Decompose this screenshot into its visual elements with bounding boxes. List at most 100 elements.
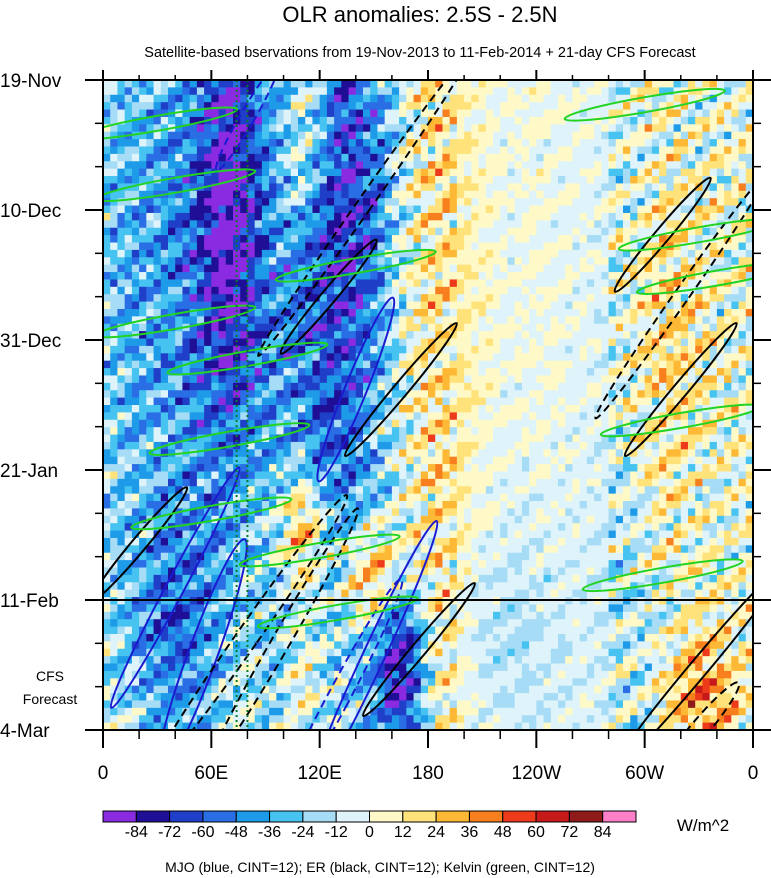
heat-cell (493, 168, 501, 177)
heat-cell (738, 146, 747, 155)
heat-cell (442, 301, 451, 310)
heat-cell (594, 316, 602, 325)
heat-cell (413, 323, 422, 332)
heat-cell (608, 235, 617, 244)
heat-cell (247, 242, 256, 251)
heat-cell (579, 190, 588, 199)
heat-cell (348, 449, 357, 458)
heat-cell (456, 478, 465, 487)
heat-cell (233, 338, 241, 347)
heat-cell (276, 427, 285, 436)
heat-cell (168, 227, 176, 236)
heat-cell (298, 390, 306, 399)
heat-cell (283, 153, 292, 162)
heat-cell (124, 375, 133, 384)
heat-cell (478, 116, 487, 125)
heat-cell (168, 249, 176, 258)
heat-cell (218, 190, 227, 199)
heat-cell (326, 368, 335, 377)
heat-cell (493, 441, 501, 450)
heat-cell (637, 345, 646, 354)
heat-cell (716, 478, 725, 487)
heat-cell (131, 139, 140, 148)
heat-cell (218, 235, 227, 244)
heat-cell (175, 427, 184, 436)
heat-cell (225, 264, 234, 273)
heat-cell (630, 168, 639, 177)
heat-cell (254, 102, 263, 111)
heat-cell (247, 190, 256, 199)
heat-cell (673, 316, 682, 325)
heat-cell (738, 427, 747, 436)
heat-cell (738, 316, 747, 325)
heat-cell (456, 168, 465, 177)
heat-cell (189, 131, 198, 140)
heat-cell (384, 109, 393, 118)
heat-cell (651, 131, 660, 140)
heat-cell (579, 427, 588, 436)
heat-cell (334, 139, 342, 148)
heat-cell (420, 109, 429, 118)
heat-cell (716, 183, 725, 192)
heat-cell (182, 368, 191, 377)
heat-cell (153, 124, 162, 133)
heat-cell (688, 153, 696, 162)
heat-cell (370, 441, 379, 450)
heat-cell (709, 449, 718, 458)
heat-cell (110, 464, 119, 473)
heat-cell (420, 338, 429, 347)
heat-cell (442, 434, 451, 443)
heat-cell (131, 360, 140, 369)
heat-cell (290, 449, 299, 458)
heat-cell (615, 390, 624, 399)
heat-cell (572, 375, 581, 384)
heat-cell (399, 94, 407, 103)
heat-cell (139, 301, 147, 310)
heat-cell (435, 397, 444, 406)
heat-cell (182, 205, 191, 214)
heat-cell (131, 235, 140, 244)
heat-cell (341, 205, 350, 214)
heat-cell (493, 102, 501, 111)
heat-cell (391, 242, 400, 251)
heat-cell (565, 176, 574, 185)
heat-cell (485, 153, 494, 162)
heat-cell (724, 153, 732, 162)
heat-cell (110, 257, 119, 266)
heat-cell (586, 124, 595, 133)
heat-cell (420, 331, 429, 340)
heat-cell (175, 353, 184, 362)
heat-cell (399, 116, 407, 125)
heat-cell (370, 345, 379, 354)
heat-cell (103, 146, 111, 155)
heat-cell (377, 449, 386, 458)
heat-cell (493, 478, 501, 487)
heat-cell (160, 449, 169, 458)
heat-cell (370, 161, 379, 170)
heat-cell (124, 153, 133, 162)
heat-cell (334, 427, 342, 436)
heat-cell (615, 316, 624, 325)
heat-cell (399, 102, 407, 111)
heat-cell (399, 441, 407, 450)
heat-cell (384, 405, 393, 413)
heat-cell (449, 257, 458, 266)
heat-cell (716, 286, 725, 295)
heat-cell (110, 116, 119, 125)
heat-cell (514, 368, 523, 377)
heat-cell (189, 279, 198, 288)
heat-cell (189, 353, 198, 362)
heat-cell (399, 242, 407, 251)
heat-cell (110, 449, 119, 458)
heat-cell (594, 471, 602, 480)
heat-cell (124, 323, 133, 332)
heat-cell (630, 412, 639, 421)
heat-cell (485, 323, 494, 332)
heat-cell (370, 449, 379, 458)
heat-cell (644, 382, 653, 391)
heat-cell (218, 94, 227, 103)
heat-cell (406, 212, 415, 221)
heat-cell (536, 478, 545, 487)
heat-cell (644, 87, 653, 96)
heat-cell (298, 486, 306, 495)
